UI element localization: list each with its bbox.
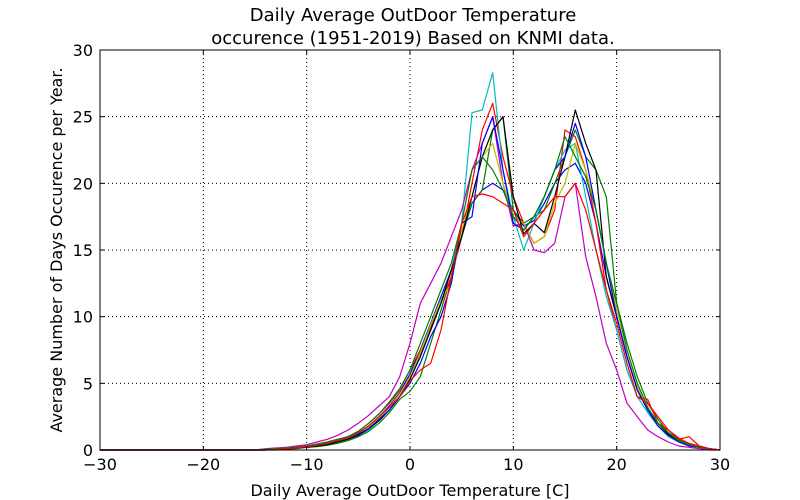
y-tick-label: 25	[73, 108, 93, 127]
x-tick-label: 0	[405, 455, 415, 474]
x-tick-label: 10	[503, 455, 523, 474]
series-lines	[100, 72, 721, 451]
y-tick-label: 20	[73, 174, 93, 193]
chart-title-line-2: occurence (1951-2019) Based on KNMI data…	[211, 28, 615, 49]
y-axis-label: Average Number of Days Occurence per Yea…	[47, 67, 66, 432]
series-line-year-j	[100, 182, 721, 451]
chart-title-line-1: Daily Average OutDoor Temperature	[250, 5, 577, 26]
x-tick-label: 30	[710, 455, 730, 474]
y-tick-label: 5	[83, 374, 93, 393]
series-line-year-i	[100, 136, 721, 451]
axis-ticks: −30 −20 −10 0 10 20 30 0 5 10 15 20 25 30	[73, 41, 731, 474]
y-tick-label: 10	[73, 308, 93, 327]
x-tick-label: −30	[83, 455, 117, 474]
x-tick-label: −20	[186, 455, 220, 474]
x-tick-label: 20	[606, 455, 626, 474]
series-line-year-b	[100, 116, 721, 451]
x-tick-label: −10	[290, 455, 324, 474]
x-axis-label: Daily Average OutDoor Temperature [C]	[250, 481, 569, 500]
y-tick-label: 0	[83, 441, 93, 460]
y-tick-label: 15	[73, 241, 93, 260]
y-tick-label: 30	[73, 41, 93, 60]
